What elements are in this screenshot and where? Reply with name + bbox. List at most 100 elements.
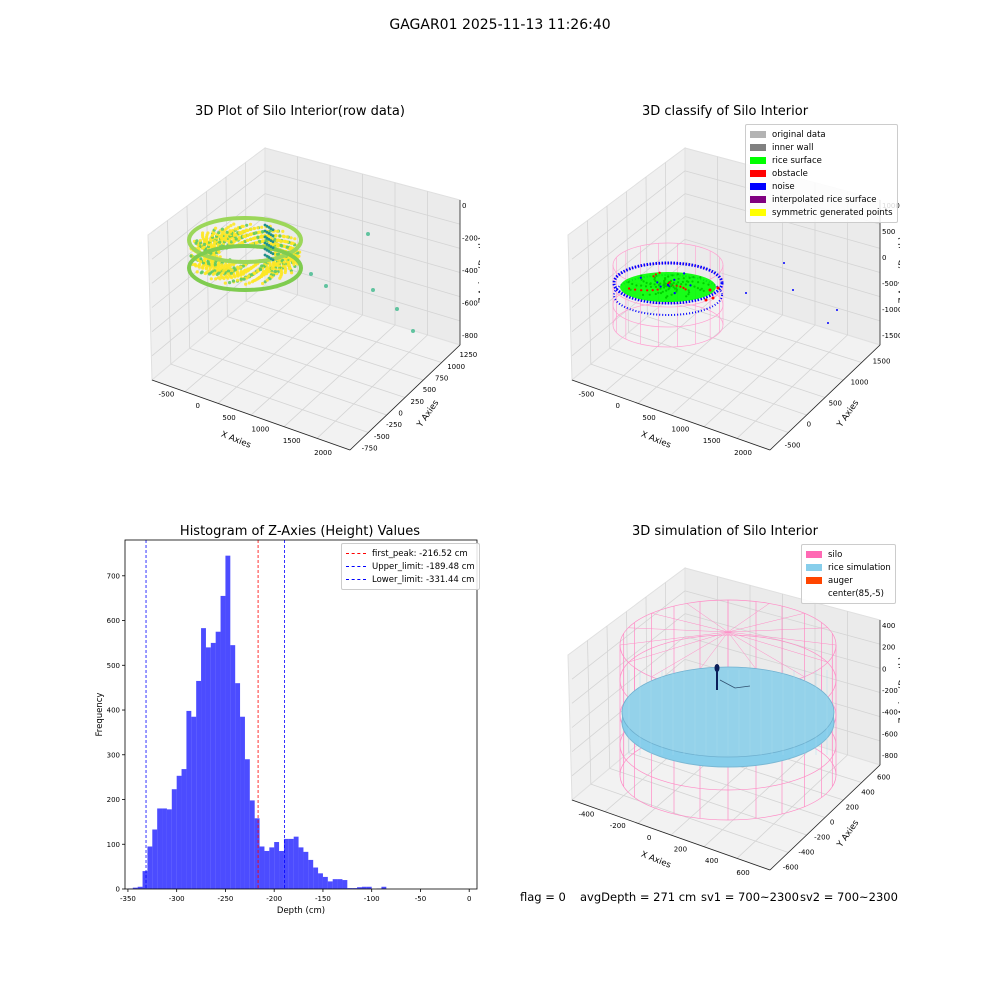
histogram-bar bbox=[147, 846, 153, 889]
x-tick-label: 200 bbox=[674, 846, 687, 854]
data-point bbox=[206, 259, 210, 263]
axis-line bbox=[571, 379, 771, 451]
histogram-bar bbox=[274, 842, 280, 889]
data-point bbox=[265, 278, 269, 282]
classified-point bbox=[667, 275, 670, 278]
data-point bbox=[189, 254, 193, 258]
legend-swatch bbox=[806, 551, 822, 558]
classified-point bbox=[635, 284, 638, 287]
legend-label: silo bbox=[828, 549, 843, 560]
x-tick-label: 2000 bbox=[734, 449, 752, 457]
data-point bbox=[231, 279, 235, 283]
histogram-bar bbox=[240, 716, 245, 889]
data-point bbox=[241, 229, 245, 233]
raw-plot-title: 3D Plot of Silo Interior(row data) bbox=[195, 104, 405, 119]
classified-point bbox=[672, 281, 675, 284]
y-tick-label: 750 bbox=[435, 375, 448, 383]
data-point bbox=[207, 272, 211, 276]
histogram-chart: -350 -300 -250 -200 -150 -100 -50 0 0 100 200 300 40… bbox=[95, 539, 478, 916]
legend-label: interpolated rice surface bbox=[772, 194, 877, 205]
silo-rim bbox=[187, 216, 303, 264]
legend-swatch bbox=[806, 564, 822, 571]
histogram-bar bbox=[191, 716, 197, 889]
data-point bbox=[224, 263, 228, 267]
classified-point bbox=[668, 281, 671, 284]
x-tick-label: 1500 bbox=[703, 437, 721, 445]
y-tick-label: 1000 bbox=[851, 379, 869, 387]
data-point bbox=[199, 260, 203, 264]
z-tick-label: -800 bbox=[882, 752, 898, 760]
noise-point bbox=[783, 262, 785, 264]
data-point bbox=[289, 257, 293, 261]
y-tick-label: 500 bbox=[107, 662, 120, 670]
y-tick-label: 0 bbox=[398, 410, 402, 418]
classify-plot-title: 3D classify of Silo Interior bbox=[641, 104, 809, 119]
histogram-bar bbox=[279, 850, 284, 889]
legend-label: rice surface bbox=[772, 155, 822, 166]
y-tick-label: 1500 bbox=[873, 358, 891, 366]
grid-line bbox=[151, 193, 266, 284]
x-tick-label: -350 bbox=[120, 895, 136, 903]
classified-point bbox=[658, 271, 661, 274]
x-tick-label: -400 bbox=[578, 811, 594, 819]
x-tick-label: 1000 bbox=[671, 426, 689, 434]
data-point bbox=[246, 233, 250, 237]
classified-point bbox=[648, 293, 651, 296]
data-point bbox=[210, 245, 214, 249]
legend-swatch bbox=[806, 577, 822, 584]
classified-point bbox=[664, 278, 667, 281]
outlier-point bbox=[395, 307, 399, 311]
data-point bbox=[287, 266, 292, 271]
data-point bbox=[253, 278, 257, 282]
data-point bbox=[218, 240, 222, 244]
z-tick-label: 0 bbox=[882, 254, 886, 262]
data-point bbox=[232, 222, 236, 226]
legend-swatch bbox=[346, 579, 366, 580]
outlier-point bbox=[371, 288, 375, 292]
classified-point bbox=[689, 284, 692, 287]
data-point bbox=[275, 252, 279, 256]
x-axis-label: Depth (cm) bbox=[277, 906, 325, 916]
legend-entry: inner wall bbox=[750, 141, 893, 154]
data-point bbox=[271, 234, 275, 238]
classified-point bbox=[687, 293, 690, 296]
data-point bbox=[213, 269, 217, 273]
classified-point bbox=[669, 279, 673, 282]
z-tick-label: 500 bbox=[882, 228, 895, 236]
axis-line bbox=[769, 764, 881, 871]
legend-label: Upper_limit: -189.48 cm bbox=[372, 561, 475, 572]
legend-entry: silo bbox=[806, 548, 891, 561]
data-point bbox=[271, 258, 275, 262]
outlier-point bbox=[366, 232, 370, 236]
data-point bbox=[214, 226, 218, 230]
histogram-bar bbox=[313, 867, 319, 889]
legend-entry: first_peak: -216.52 cm bbox=[346, 547, 475, 560]
data-point bbox=[282, 239, 286, 243]
data-point bbox=[210, 262, 214, 266]
histogram-bar bbox=[361, 886, 367, 889]
classified-point bbox=[640, 274, 643, 277]
silo-rim bbox=[187, 244, 303, 292]
classified-point bbox=[653, 276, 656, 279]
data-point bbox=[285, 240, 289, 244]
legend-entry: auger bbox=[806, 574, 891, 587]
classified-point bbox=[657, 291, 660, 294]
x-tick-label: 1000 bbox=[251, 426, 269, 434]
data-point bbox=[229, 224, 233, 228]
classified-point bbox=[699, 276, 702, 279]
grid-line bbox=[606, 205, 611, 349]
data-point bbox=[250, 273, 254, 277]
x-tick-label: -500 bbox=[158, 391, 174, 399]
histogram-title: Histogram of Z-Axies (Height) Values bbox=[179, 524, 421, 539]
histogram-bar bbox=[283, 838, 289, 889]
silo-wire bbox=[727, 631, 828, 663]
x-tick-label: 500 bbox=[222, 414, 235, 422]
histogram-bar bbox=[318, 873, 323, 889]
z-tick-label: -500 bbox=[882, 280, 898, 288]
legend-label: inner wall bbox=[772, 142, 814, 153]
histogram-bar bbox=[332, 879, 338, 889]
grid-line bbox=[151, 170, 266, 260]
histogram-bar bbox=[352, 888, 358, 889]
grid-line bbox=[571, 193, 686, 284]
data-point bbox=[293, 237, 297, 241]
